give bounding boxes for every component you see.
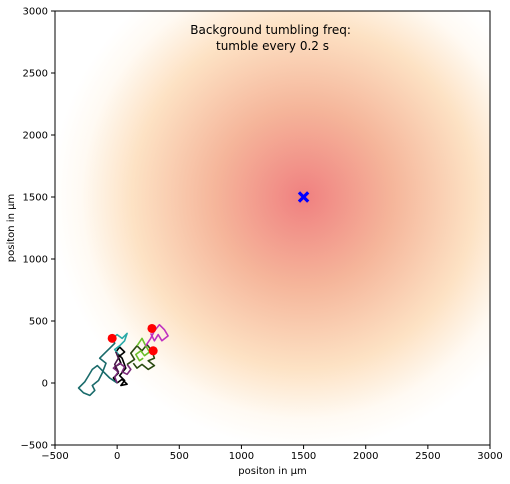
x-tick-label: 500 xyxy=(170,451,189,462)
source-marker xyxy=(297,191,310,203)
x-tick-label: 1500 xyxy=(291,451,316,462)
x-tick-label: 2500 xyxy=(415,451,440,462)
x-axis-label: positon in µm xyxy=(238,466,306,477)
plot-area xyxy=(54,10,491,446)
y-tick-label: 1000 xyxy=(23,255,48,266)
endpoint-layer xyxy=(107,323,158,356)
x-tick-label: −500 xyxy=(41,451,68,462)
annotation-text: Background tumbling freq: tumble every 0… xyxy=(190,23,355,53)
x-tick-label: 1000 xyxy=(229,451,254,462)
y-tick-label: 2500 xyxy=(23,69,48,80)
endpoint-marker-2 xyxy=(147,323,157,333)
trajectory-line-4 xyxy=(112,362,132,384)
endpoint-marker-3 xyxy=(148,346,158,356)
trajectory-line-8 xyxy=(145,323,169,347)
y-tick-label: −500 xyxy=(21,441,48,452)
trajectory-line-7 xyxy=(135,337,151,362)
plot-frame xyxy=(54,10,491,446)
x-tick-label: 0 xyxy=(114,451,120,462)
x-tick-label: 3000 xyxy=(477,451,502,462)
trajectory-line-3 xyxy=(111,332,128,355)
y-axis-ticks: −500 0 500 1000 1500 2000 2500 3000 xyxy=(21,7,55,452)
y-tick-label: 2000 xyxy=(23,131,48,142)
trajectory-line-2 xyxy=(77,338,118,397)
y-tick-label: 500 xyxy=(29,317,48,328)
y-axis-label: positon in µm xyxy=(6,194,17,262)
y-tick-label: 0 xyxy=(42,379,48,390)
x-axis-ticks: −500 0 500 1000 1500 2000 2500 3000 xyxy=(41,445,503,462)
y-tick-label: 1500 xyxy=(23,193,48,204)
y-tick-label: 3000 xyxy=(23,7,48,18)
source-x-mark xyxy=(297,191,310,203)
x-tick-label: 2000 xyxy=(353,451,378,462)
endpoint-marker-1 xyxy=(107,333,117,343)
trajectory-line-5 xyxy=(113,351,120,373)
annotation-line-1: Background tumbling freq: xyxy=(190,23,351,37)
annotation-line-2: tumble every 0.2 s xyxy=(216,39,329,53)
